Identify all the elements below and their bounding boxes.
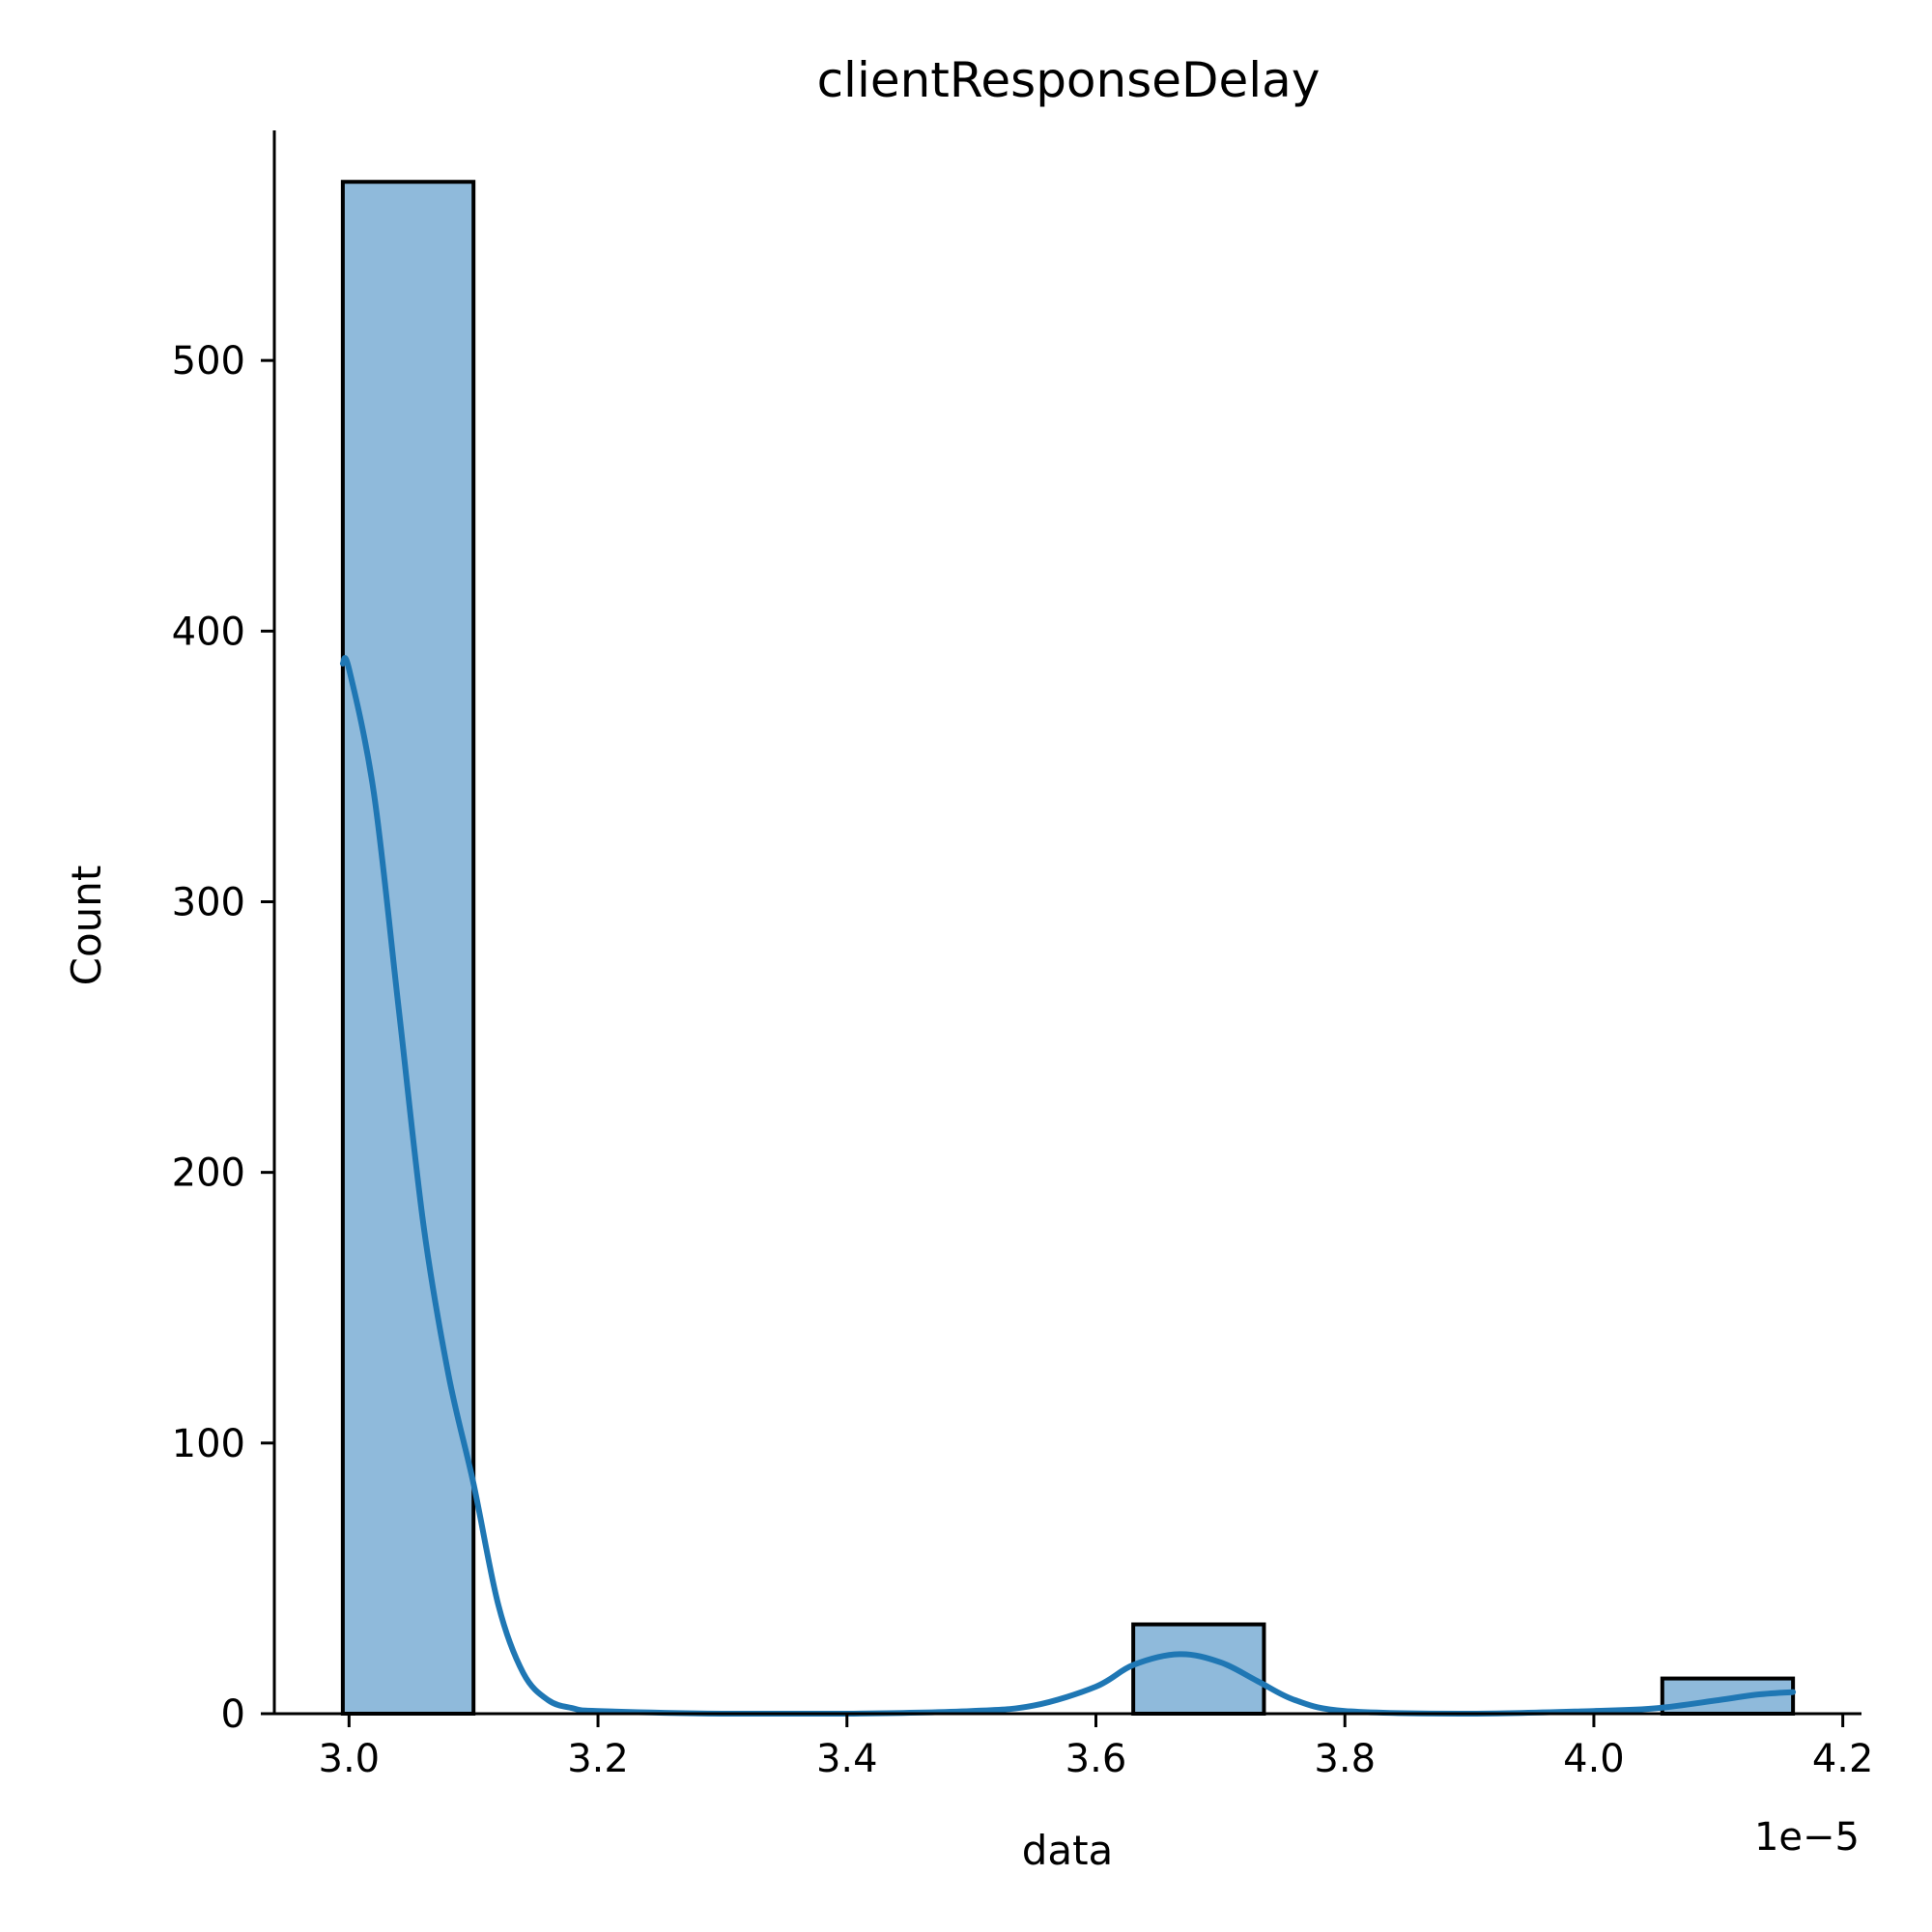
histogram-bar <box>1131 1622 1266 1716</box>
y-tick-label: 200 <box>172 1151 245 1196</box>
kde-curve <box>339 655 1797 1718</box>
x-tick-label: 4.2 <box>1812 1737 1874 1781</box>
y-tick-label: 0 <box>221 1692 245 1737</box>
x-tick-label: 3.4 <box>816 1737 878 1781</box>
y-tick-label: 300 <box>172 880 245 924</box>
histogram-bars <box>340 180 1796 1717</box>
x-axis-offset-label: 1e−5 <box>1754 1815 1860 1860</box>
x-tick-label: 3.8 <box>1314 1737 1376 1781</box>
x-tick-label: 4.0 <box>1563 1737 1625 1781</box>
x-tick-label: 3.6 <box>1065 1737 1127 1781</box>
x-tick-label: 3.2 <box>567 1737 629 1781</box>
chart-title: clientResponseDelay <box>817 52 1321 108</box>
y-tick-label: 100 <box>172 1422 245 1466</box>
x-axis-ticks: 3.0 3.2 3.4 3.6 3.8 4.0 4.2 <box>319 1714 1874 1781</box>
y-tick-label: 500 <box>172 339 245 384</box>
histogram-bar <box>340 180 476 1717</box>
y-axis-label: Count <box>63 866 110 986</box>
y-tick-label: 400 <box>172 610 245 654</box>
x-axis-label: data <box>1022 1827 1114 1874</box>
y-axis-ticks: 0 100 200 300 400 500 <box>172 339 274 1737</box>
x-tick-label: 3.0 <box>319 1737 381 1781</box>
